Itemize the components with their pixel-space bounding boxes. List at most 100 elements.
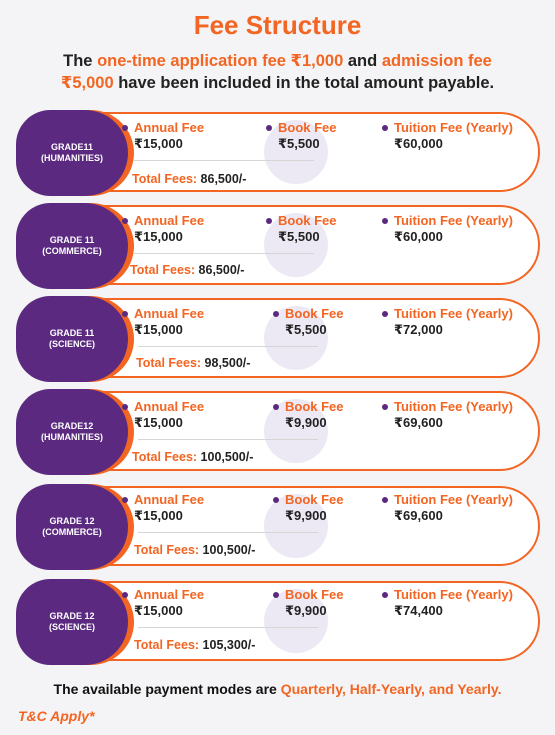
intro-text: The one-time application fee ₹1,000 and …	[0, 50, 555, 94]
tuition-fee-value: ₹69,600	[394, 508, 443, 523]
book-fee-col: Book Fee ₹5,500	[266, 213, 337, 245]
fee-card-grade12-humanities: GRADE12 (HUMANITIES) Annual Fee ₹15,000 …	[16, 389, 540, 475]
book-fee-label: Book Fee	[285, 492, 344, 507]
fee-card-grade11-commerce: GRADE 11 (COMMERCE) Annual Fee ₹15,000 B…	[16, 203, 540, 289]
divider	[138, 346, 318, 347]
card-decoration	[264, 213, 328, 277]
book-fee-col: Book Fee ₹9,900	[273, 399, 344, 431]
total-label: Total Fees:	[132, 172, 198, 186]
grade-badge: GRADE 11 (SCIENCE)	[16, 296, 128, 382]
tuition-fee-col: Tuition Fee (Yearly) ₹72,000	[382, 306, 513, 338]
total-value: 100,500/-	[200, 450, 254, 464]
bullet-icon	[122, 403, 128, 410]
tuition-fee-col: Tuition Fee (Yearly) ₹74,400	[382, 587, 513, 619]
book-fee-label: Book Fee	[285, 399, 344, 414]
divider	[134, 253, 314, 254]
book-fee-label: Book Fee	[285, 306, 344, 321]
book-fee-col: Book Fee ₹5,500	[273, 306, 344, 338]
divider	[138, 532, 318, 533]
tuition-fee-value: ₹72,000	[394, 322, 443, 337]
annual-fee-value: ₹15,000	[134, 415, 183, 430]
tuition-fee-label: Tuition Fee (Yearly)	[394, 587, 513, 602]
book-fee-col: Book Fee ₹5,500	[266, 120, 337, 152]
annual-fee-label: Annual Fee	[134, 587, 205, 602]
grade-badge: GRADE11 (HUMANITIES)	[16, 110, 128, 196]
bullet-icon	[122, 124, 128, 131]
bullet-icon	[382, 124, 388, 131]
grade-badge: GRADE 12 (COMMERCE)	[16, 484, 128, 570]
fee-card-grade11-science: GRADE 11 (SCIENCE) Annual Fee ₹15,000 Bo…	[16, 296, 540, 382]
grade-badge: GRADE12 (HUMANITIES)	[16, 389, 128, 475]
annual-fee-value: ₹15,000	[134, 136, 183, 151]
tuition-fee-col: Tuition Fee (Yearly) ₹60,000	[382, 213, 513, 245]
tuition-fee-value: ₹60,000	[394, 136, 443, 151]
intro-line1-b: one-time application fee ₹1,000	[97, 52, 344, 70]
annual-fee-value: ₹15,000	[134, 603, 183, 618]
bullet-icon	[382, 591, 388, 598]
bullet-icon	[273, 496, 279, 503]
intro-line2-b: have been included in the total amount p…	[113, 74, 495, 92]
annual-fee-col: Annual Fee ₹15,000	[122, 120, 204, 152]
footer-text-b: Quarterly, Half-Yearly, and Yearly.	[280, 681, 502, 697]
tuition-fee-label: Tuition Fee (Yearly)	[394, 120, 513, 135]
total-value: 98,500/-	[204, 356, 251, 370]
annual-fee-col: Annual Fee ₹15,000	[122, 399, 204, 431]
bullet-icon	[122, 591, 128, 598]
book-fee-value: ₹5,500	[278, 229, 320, 244]
tuition-fee-value: ₹69,600	[394, 415, 443, 430]
tuition-fee-value: ₹74,400	[394, 603, 443, 618]
fee-card-grade12-commerce: GRADE 12 (COMMERCE) Annual Fee ₹15,000 B…	[16, 484, 540, 570]
annual-fee-label: Annual Fee	[134, 120, 205, 135]
book-fee-label: Book Fee	[278, 120, 337, 135]
annual-fee-label: Annual Fee	[134, 306, 205, 321]
total-value: 86,500/-	[200, 172, 247, 186]
annual-fee-col: Annual Fee ₹15,000	[122, 492, 204, 524]
intro-line1-d: admission fee	[381, 52, 492, 70]
footer-text-a: The available payment modes are	[53, 681, 281, 697]
total-label: Total Fees:	[136, 356, 202, 370]
annual-fee-label: Annual Fee	[134, 492, 205, 507]
bullet-icon	[273, 403, 279, 410]
grade-badge: GRADE 12 (SCIENCE)	[16, 579, 128, 665]
total-label: Total Fees:	[130, 263, 196, 277]
bullet-icon	[266, 217, 272, 224]
bullet-icon	[122, 496, 128, 503]
book-fee-col: Book Fee ₹9,900	[273, 492, 344, 524]
annual-fee-label: Annual Fee	[134, 399, 205, 414]
annual-fee-col: Annual Fee ₹15,000	[122, 587, 204, 619]
card-decoration	[264, 494, 328, 558]
tuition-fee-col: Tuition Fee (Yearly) ₹69,600	[382, 492, 513, 524]
book-fee-value: ₹9,900	[285, 508, 327, 523]
divider	[138, 627, 318, 628]
total-fees: Total Fees: 98,500/-	[136, 356, 250, 370]
tuition-fee-label: Tuition Fee (Yearly)	[394, 399, 513, 414]
total-fees: Total Fees: 100,500/-	[134, 543, 255, 557]
card-decoration	[264, 589, 328, 653]
total-label: Total Fees:	[132, 450, 198, 464]
book-fee-col: Book Fee ₹9,900	[273, 587, 344, 619]
total-fees: Total Fees: 100,500/-	[132, 450, 253, 464]
page-title: Fee Structure	[193, 10, 362, 40]
bullet-icon	[122, 217, 128, 224]
total-label: Total Fees:	[134, 543, 200, 557]
bullet-icon	[382, 496, 388, 503]
card-decoration	[264, 306, 328, 370]
annual-fee-col: Annual Fee ₹15,000	[122, 213, 204, 245]
payment-modes-text: The available payment modes are Quarterl…	[0, 681, 555, 697]
tuition-fee-value: ₹60,000	[394, 229, 443, 244]
bullet-icon	[382, 403, 388, 410]
bullet-icon	[122, 310, 128, 317]
intro-line1-c: and	[343, 52, 382, 70]
book-fee-value: ₹9,900	[285, 603, 327, 618]
divider	[138, 439, 318, 440]
bullet-icon	[266, 124, 272, 131]
intro-line1-a: The	[63, 52, 98, 70]
tuition-fee-label: Tuition Fee (Yearly)	[394, 492, 513, 507]
book-fee-label: Book Fee	[278, 213, 337, 228]
bullet-icon	[273, 591, 279, 598]
annual-fee-label: Annual Fee	[134, 213, 205, 228]
annual-fee-value: ₹15,000	[134, 508, 183, 523]
fee-card-grade12-science: GRADE 12 (SCIENCE) Annual Fee ₹15,000 Bo…	[16, 579, 540, 665]
book-fee-value: ₹5,500	[278, 136, 320, 151]
total-fees: Total Fees: 86,500/-	[132, 172, 246, 186]
